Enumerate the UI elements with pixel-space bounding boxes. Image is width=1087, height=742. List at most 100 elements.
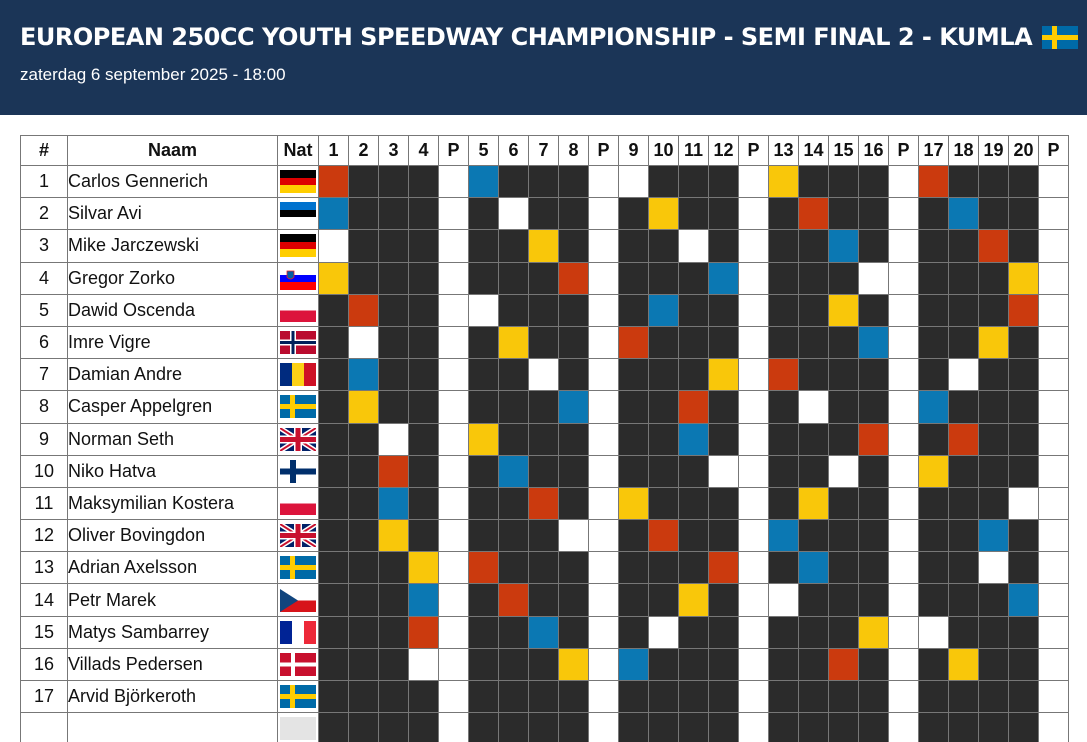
rider-name: Villads Pedersen: [67, 647, 278, 682]
empty-heat-cell: [828, 679, 859, 714]
gate-cell-yellow: [708, 358, 739, 392]
rider-number: 13: [20, 551, 68, 585]
empty-heat-cell: [708, 519, 739, 553]
pause-cell: [588, 712, 619, 742]
empty-heat-cell: [678, 679, 709, 714]
column-header-heat: 10: [648, 135, 679, 166]
gate-cell-yellow: [348, 390, 379, 424]
empty-heat-cell: [1008, 325, 1039, 360]
empty-heat-cell: [618, 519, 649, 553]
empty-heat-cell: [468, 358, 499, 392]
empty-heat-cell: [708, 647, 739, 682]
event-datetime: zaterdag 6 september 2025 - 18:00: [20, 65, 286, 84]
nationality-cell: [277, 615, 319, 649]
empty-heat-cell: [1008, 454, 1039, 488]
empty-heat-cell: [858, 551, 889, 585]
empty-heat-cell: [378, 583, 409, 617]
gate-cell-white: [408, 647, 439, 682]
empty-heat-cell: [828, 390, 859, 424]
empty-heat-cell: [498, 615, 529, 649]
empty-heat-cell: [318, 422, 349, 456]
empty-heat-cell: [498, 679, 529, 714]
pause-cell: [1038, 293, 1069, 327]
pause-cell: [1038, 712, 1069, 742]
rider-name: Adrian Axelsson: [67, 551, 278, 585]
pause-cell: [438, 358, 469, 392]
empty-heat-cell: [828, 615, 859, 649]
empty-heat-cell: [948, 454, 979, 488]
gate-cell-yellow: [618, 486, 649, 521]
column-header-pause: P: [738, 135, 769, 166]
empty-heat-cell: [858, 390, 889, 424]
empty-heat-cell: [858, 293, 889, 327]
table-row: 7 Damian Andre: [20, 358, 1069, 392]
pause-cell: [888, 647, 919, 682]
empty-heat-cell: [498, 551, 529, 585]
rider-number: 6: [20, 325, 68, 360]
table-row: 16 Villads Pedersen: [20, 647, 1069, 682]
heat-schedule-table: # Naam Nat 1 2 3 4 P 5 6 7 8 P 9 10 11 12 P 13 14 15 16 P 17…: [20, 135, 1069, 742]
empty-heat-cell: [618, 615, 649, 649]
pause-cell: [1038, 197, 1069, 231]
rider-name: Mike Jarczewski: [67, 229, 278, 263]
gate-cell-white: [858, 261, 889, 295]
empty-heat-cell: [978, 647, 1009, 682]
empty-heat-cell: [828, 358, 859, 392]
empty-heat-cell: [558, 679, 589, 714]
empty-heat-cell: [948, 615, 979, 649]
empty-heat-cell: [468, 261, 499, 295]
empty-heat-cell: [618, 454, 649, 488]
nationality-cell: [277, 293, 319, 327]
empty-heat-cell: [318, 647, 349, 682]
empty-heat-cell: [708, 229, 739, 263]
gate-cell-blue: [378, 486, 409, 521]
table-header-row: # Naam Nat 1 2 3 4 P 5 6 7 8 P 9 10 11 12 P 13 14 15 16 P 17…: [20, 135, 1069, 166]
empty-heat-cell: [378, 197, 409, 231]
empty-heat-cell: [768, 615, 799, 649]
empty-heat-cell: [948, 551, 979, 585]
empty-heat-cell: [648, 325, 679, 360]
pause-cell: [888, 358, 919, 392]
empty-heat-cell: [378, 293, 409, 327]
pause-cell: [888, 261, 919, 295]
gate-cell-blue: [798, 551, 829, 585]
gate-cell-red: [678, 390, 709, 424]
empty-heat-cell: [378, 712, 409, 742]
empty-heat-cell: [648, 679, 679, 714]
empty-heat-cell: [558, 293, 589, 327]
empty-heat-cell: [948, 390, 979, 424]
empty-heat-cell: [798, 712, 829, 742]
uk-flag-icon: [280, 524, 316, 548]
rider-name: Casper Appelgren: [67, 390, 278, 424]
empty-heat-cell: [678, 325, 709, 360]
empty-heat-cell: [408, 519, 439, 553]
empty-heat-cell: [858, 583, 889, 617]
empty-heat-cell: [918, 293, 949, 327]
empty-heat-cell: [318, 679, 349, 714]
gate-cell-white: [1008, 486, 1039, 521]
empty-heat-cell: [558, 229, 589, 263]
gate-cell-yellow: [498, 325, 529, 360]
pause-cell: [738, 583, 769, 617]
empty-heat-cell: [978, 486, 1009, 521]
empty-heat-cell: [828, 486, 859, 521]
gate-cell-red: [978, 229, 1009, 263]
empty-heat-cell: [618, 390, 649, 424]
gate-cell-yellow: [408, 551, 439, 585]
empty-heat-cell: [978, 293, 1009, 327]
gate-cell-white: [978, 551, 1009, 585]
empty-heat-cell: [648, 583, 679, 617]
empty-heat-cell: [858, 679, 889, 714]
rider-number: 17: [20, 679, 68, 714]
empty-heat-cell: [948, 164, 979, 199]
column-header-pause: P: [1038, 135, 1069, 166]
empty-heat-cell: [348, 164, 379, 199]
sweden-flag-icon: [280, 395, 316, 419]
empty-heat-cell: [558, 712, 589, 742]
table-body: 1 Carlos Gennerich 2 Silvar Avi 3 Mike Jarcze…: [20, 164, 1069, 742]
pause-cell: [588, 519, 619, 553]
gate-cell-yellow: [828, 293, 859, 327]
rider-number: 10: [20, 454, 68, 488]
empty-heat-cell: [558, 197, 589, 231]
empty-heat-cell: [768, 454, 799, 488]
